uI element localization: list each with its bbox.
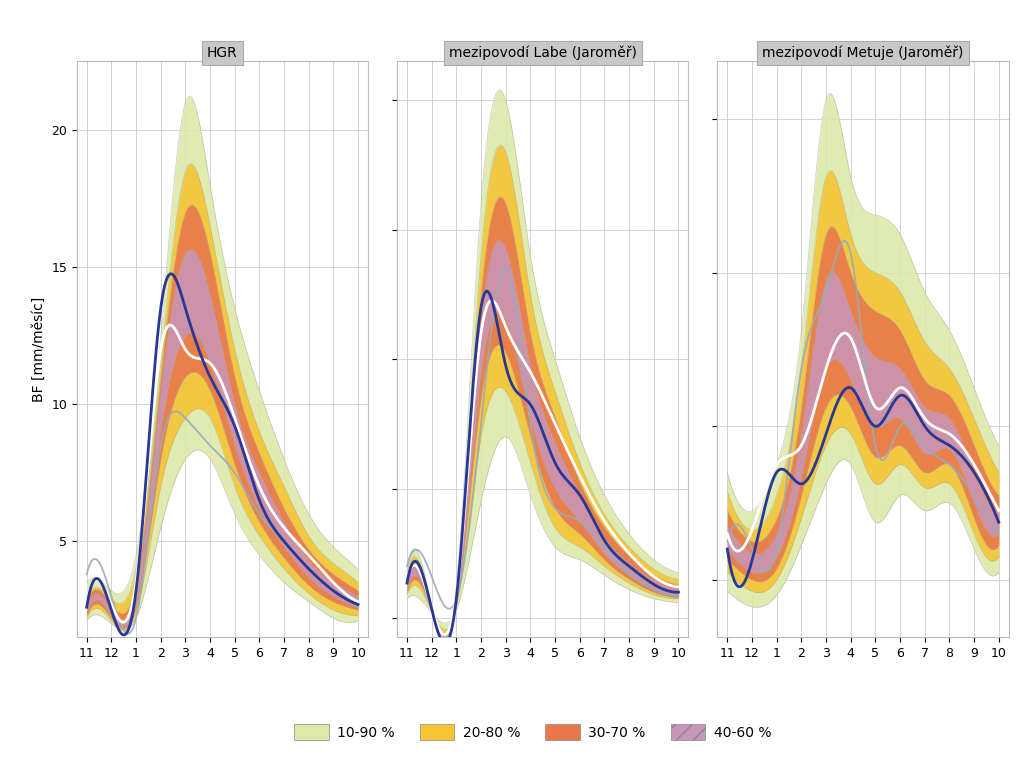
Title: mezipovodí Metuje (Jaroměř): mezipovodí Metuje (Jaroměř) (762, 46, 964, 60)
Legend: 10-90 %, 20-80 %, 30-70 %, 40-60 %: 10-90 %, 20-80 %, 30-70 %, 40-60 % (289, 719, 776, 746)
Title: HGR: HGR (207, 46, 238, 60)
Title: mezipovodí Labe (Jaroměř): mezipovodí Labe (Jaroměř) (449, 46, 637, 60)
Y-axis label: BF [mm/měsíc]: BF [mm/měsíc] (32, 296, 46, 402)
